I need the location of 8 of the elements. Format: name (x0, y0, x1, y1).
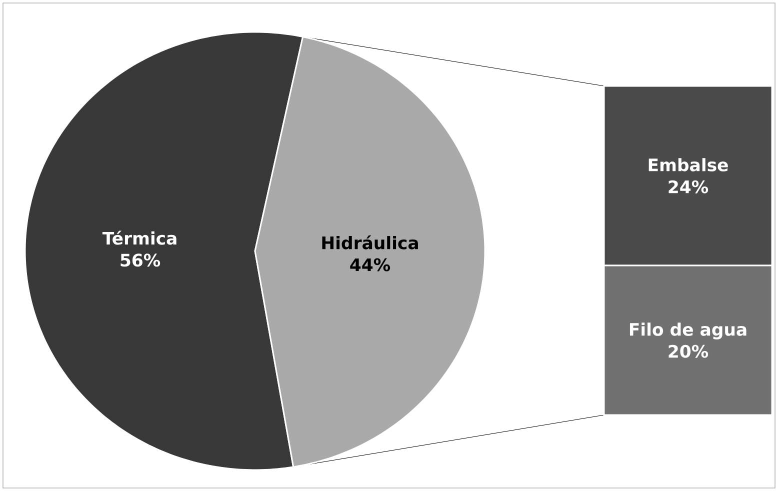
slice-label: Térmica (102, 230, 176, 245)
data-label: 56% (120, 254, 160, 267)
slice-label: Hidráulica (322, 235, 418, 250)
series-label: Embalse (648, 158, 728, 172)
data-label: 20% (668, 344, 708, 358)
data-label: 44% (350, 258, 390, 272)
series-label: Filo de agua (630, 322, 746, 340)
data-label: 24% (668, 180, 708, 194)
